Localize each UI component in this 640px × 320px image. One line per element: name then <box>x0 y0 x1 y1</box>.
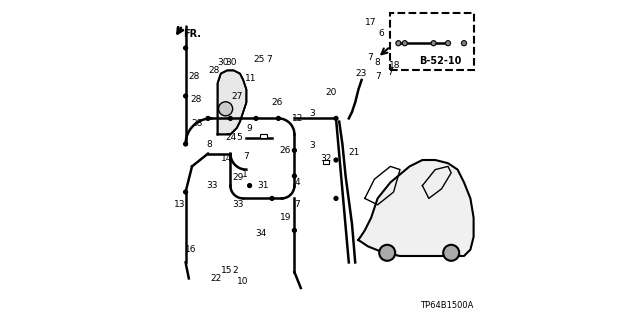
Text: 25: 25 <box>253 55 265 64</box>
Circle shape <box>184 94 188 98</box>
Text: 31: 31 <box>258 181 269 190</box>
Text: 10: 10 <box>237 277 248 286</box>
Text: 12: 12 <box>292 114 303 123</box>
Text: 28: 28 <box>188 72 199 81</box>
Text: 20: 20 <box>326 88 337 97</box>
Circle shape <box>292 228 296 232</box>
Text: FR.: FR. <box>183 28 201 39</box>
Text: 16: 16 <box>185 245 196 254</box>
Bar <box>323 160 329 164</box>
Circle shape <box>461 41 467 46</box>
Circle shape <box>334 196 338 200</box>
Circle shape <box>184 190 188 194</box>
Text: 7: 7 <box>367 53 372 62</box>
Text: 7: 7 <box>294 200 300 209</box>
Circle shape <box>445 41 451 46</box>
Text: 29: 29 <box>232 173 243 182</box>
Polygon shape <box>358 160 474 256</box>
Text: 3: 3 <box>309 141 315 150</box>
Circle shape <box>334 158 338 162</box>
Text: 23: 23 <box>355 69 367 78</box>
Text: 33: 33 <box>232 200 243 209</box>
Text: 33: 33 <box>207 181 218 190</box>
Text: 17: 17 <box>365 18 377 27</box>
Circle shape <box>219 102 233 116</box>
Text: 32: 32 <box>320 154 332 163</box>
Circle shape <box>403 41 408 46</box>
Text: 8: 8 <box>374 58 380 67</box>
Text: 28: 28 <box>191 95 202 104</box>
Circle shape <box>254 116 258 120</box>
Text: 22: 22 <box>211 274 221 283</box>
Circle shape <box>443 245 460 261</box>
Text: 11: 11 <box>245 74 256 83</box>
Text: 7: 7 <box>375 72 380 81</box>
Text: 24: 24 <box>225 133 237 142</box>
Text: B-52-10: B-52-10 <box>419 56 461 66</box>
FancyBboxPatch shape <box>390 13 474 70</box>
Circle shape <box>184 46 188 50</box>
Circle shape <box>276 116 280 120</box>
Text: 14: 14 <box>221 154 232 163</box>
Text: 26: 26 <box>279 146 291 155</box>
Text: 34: 34 <box>255 229 266 238</box>
Text: TP64B1500A: TP64B1500A <box>420 301 474 310</box>
Text: 18: 18 <box>390 61 401 70</box>
Text: 21: 21 <box>348 148 359 156</box>
Text: 30: 30 <box>225 58 237 67</box>
Bar <box>260 134 266 138</box>
Text: 3: 3 <box>309 109 315 118</box>
Text: 7: 7 <box>266 55 271 64</box>
Circle shape <box>270 196 274 200</box>
Circle shape <box>379 245 396 261</box>
Text: 6: 6 <box>378 29 383 38</box>
Text: 15: 15 <box>221 266 232 275</box>
Circle shape <box>248 184 252 188</box>
Text: 7: 7 <box>243 152 248 161</box>
Circle shape <box>184 142 188 146</box>
Circle shape <box>206 116 210 120</box>
Text: 28: 28 <box>192 119 203 128</box>
Text: 8: 8 <box>207 140 212 148</box>
Text: 2: 2 <box>232 266 238 275</box>
Polygon shape <box>218 70 246 134</box>
Text: 7: 7 <box>388 68 393 76</box>
Text: 30: 30 <box>218 58 228 67</box>
Circle shape <box>396 41 401 46</box>
Text: 28: 28 <box>208 66 220 75</box>
Circle shape <box>292 148 296 152</box>
Text: 13: 13 <box>175 200 186 209</box>
Circle shape <box>292 174 296 178</box>
Text: 1: 1 <box>242 170 248 179</box>
Circle shape <box>228 116 232 120</box>
Text: 26: 26 <box>271 98 282 107</box>
Circle shape <box>334 116 338 120</box>
Text: 27: 27 <box>231 92 243 100</box>
Text: 9: 9 <box>247 124 252 132</box>
Text: 4: 4 <box>295 178 300 187</box>
Text: 5: 5 <box>237 133 242 142</box>
Circle shape <box>431 41 436 46</box>
Text: 19: 19 <box>280 213 291 222</box>
